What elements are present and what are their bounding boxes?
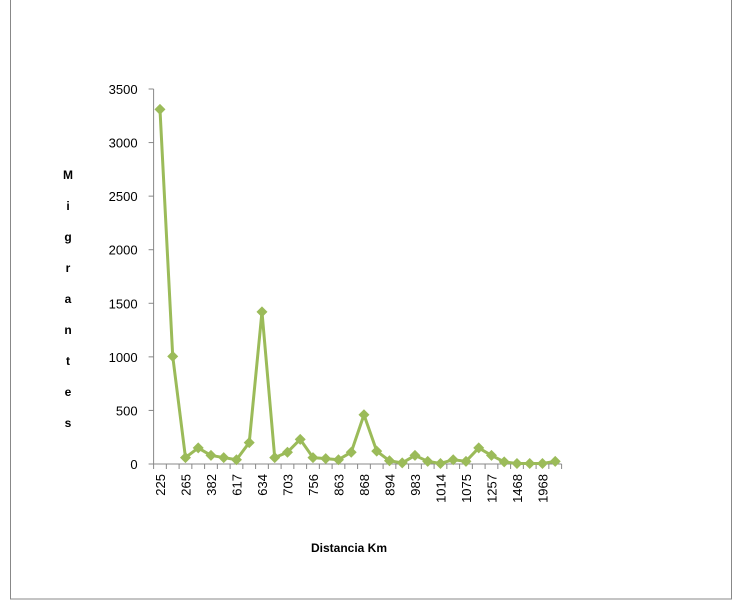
chart-border — [10, 0, 732, 600]
x-tick-label: 382 — [204, 474, 219, 496]
x-tick-label: 983 — [408, 474, 423, 496]
data-point — [256, 306, 268, 318]
data-point — [473, 442, 485, 454]
y-tick-label: 1500 — [109, 296, 138, 311]
data-point — [345, 446, 357, 458]
y-axis-title: Migrantes — [61, 168, 75, 447]
y-tick-label: 2500 — [109, 189, 138, 204]
x-tick-label: 1968 — [535, 474, 550, 503]
data-point — [434, 457, 446, 469]
y-tick-label: 1000 — [109, 350, 138, 365]
data-point — [179, 452, 191, 464]
y-tick-label: 2000 — [109, 243, 138, 258]
data-point — [498, 456, 510, 468]
x-tick-label: 1468 — [510, 474, 525, 503]
data-point — [447, 454, 459, 466]
data-point — [524, 457, 536, 469]
x-tick-label: 617 — [229, 474, 244, 496]
data-point — [358, 409, 370, 421]
x-tick-label: 868 — [357, 474, 372, 496]
data-point — [383, 455, 395, 467]
y-tick-label: 3500 — [109, 82, 138, 97]
data-point — [536, 457, 548, 469]
y-tick-label: 3000 — [109, 136, 138, 151]
x-axis-title: Distancia Km — [311, 541, 387, 555]
data-point — [485, 449, 497, 461]
data-point — [294, 433, 306, 445]
x-tick-label: 1014 — [433, 474, 448, 503]
data-point — [320, 453, 332, 465]
x-tick-label: 703 — [280, 474, 295, 496]
x-tick-label: 1075 — [459, 474, 474, 503]
x-tick-label: 756 — [306, 474, 321, 496]
data-point — [192, 442, 204, 454]
data-point — [269, 452, 281, 464]
data-point — [332, 454, 344, 466]
y-tick-label: 500 — [116, 403, 138, 418]
data-point — [243, 437, 255, 449]
data-point — [396, 457, 408, 469]
data-point — [281, 446, 293, 458]
data-point — [307, 452, 319, 464]
data-point — [230, 454, 242, 466]
data-point — [511, 457, 523, 469]
x-tick-label: 863 — [331, 474, 346, 496]
data-point — [205, 449, 217, 461]
x-tick-label: 265 — [178, 474, 193, 496]
data-point — [167, 350, 179, 362]
data-point — [460, 455, 472, 467]
x-tick-label: 634 — [255, 474, 270, 496]
x-tick-label: 894 — [382, 474, 397, 496]
data-point — [422, 455, 434, 467]
data-point — [371, 445, 383, 457]
data-point — [549, 455, 561, 467]
y-tick-label: 0 — [130, 457, 137, 472]
x-tick-label: 225 — [153, 474, 168, 496]
x-tick-label: 1257 — [484, 474, 499, 503]
data-point — [154, 103, 166, 115]
data-point — [218, 452, 230, 464]
data-point — [409, 449, 421, 461]
